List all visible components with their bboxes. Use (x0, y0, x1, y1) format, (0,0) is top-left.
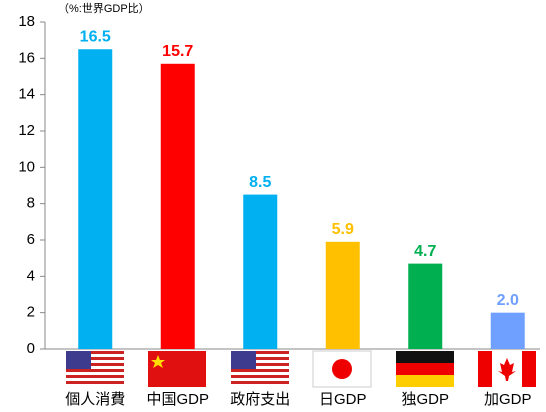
y-tick-label: 14 (18, 86, 35, 103)
y-tick-label: 16 (18, 49, 35, 66)
value-label: 16.5 (80, 28, 111, 45)
flag-jp (312, 350, 372, 388)
y-tick-label: 8 (27, 195, 35, 212)
flag-ca (478, 351, 536, 387)
bar (160, 63, 195, 350)
y-tick-label: 6 (27, 231, 35, 248)
flag-cn (148, 351, 206, 387)
x-tick-label: 独GDP (401, 391, 449, 408)
y-tick-label: 18 (18, 13, 35, 30)
x-tick-label: 加GDP (484, 391, 532, 408)
x-tick-label: 政府支出 (230, 391, 290, 408)
flag-de (396, 351, 454, 387)
bar (490, 312, 525, 349)
x-tick-label: 中国GDP (146, 391, 209, 408)
unit-label: （%:世界GDP比） (58, 2, 150, 15)
bar (325, 241, 360, 349)
bar (408, 263, 443, 349)
y-tick-label: 0 (27, 340, 35, 357)
value-label: 5.9 (332, 221, 354, 238)
y-tick-label: 12 (18, 122, 35, 139)
flag-us (231, 351, 289, 387)
value-label: 4.7 (414, 243, 436, 260)
value-label: 8.5 (249, 174, 271, 191)
y-tick-label: 4 (27, 267, 35, 284)
flags (66, 350, 536, 388)
bar (78, 49, 113, 349)
flag-us (66, 351, 124, 387)
x-tick-label: 日GDP (319, 391, 367, 408)
x-tick-label: 個人消費 (65, 391, 125, 408)
y-tick-label: 10 (18, 158, 35, 175)
value-label: 15.7 (162, 43, 193, 60)
value-label: 2.0 (497, 292, 519, 309)
y-tick-label: 2 (27, 304, 35, 321)
bar (243, 194, 278, 349)
